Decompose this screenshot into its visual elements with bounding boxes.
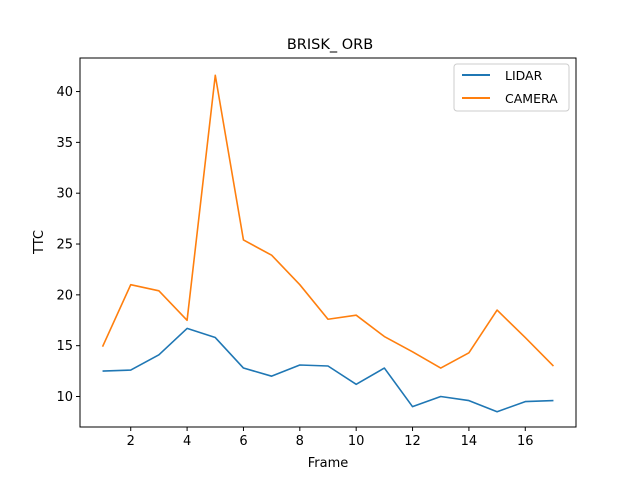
- series-line-lidar: [102, 327, 554, 413]
- y-tick-label: 25: [56, 238, 73, 253]
- y-tick-label: 20: [56, 288, 73, 303]
- y-tick-label: 10: [56, 390, 73, 405]
- x-axis-label: Frame: [308, 456, 349, 471]
- x-tick-label: 12: [404, 434, 421, 449]
- x-tick-label: 8: [296, 434, 304, 449]
- x-tick-label: 2: [127, 434, 135, 449]
- x-tick-label: 14: [461, 434, 478, 449]
- y-tick-label: 15: [56, 339, 73, 354]
- legend: LIDAR CAMERA: [453, 63, 570, 112]
- legend-label-lidar: LIDAR: [505, 68, 543, 83]
- y-tick-label: 30: [56, 187, 73, 202]
- y-tick-label: 35: [56, 136, 73, 151]
- plot-lines: [101, 74, 555, 413]
- x-tick-label: 10: [348, 434, 365, 449]
- x-tick-label: 6: [239, 434, 247, 449]
- x-tick-label: 16: [517, 434, 534, 449]
- x-axis-ticks: 2 4 6 8 10 12 14 16: [127, 427, 534, 449]
- legend-label-camera: CAMERA: [505, 91, 558, 106]
- y-axis-ticks: 10 15 20 25 30 35 40: [56, 85, 80, 405]
- x-tick-label: 4: [183, 434, 191, 449]
- series-line-camera: [101, 74, 555, 369]
- y-axis-label: TTC: [32, 230, 47, 255]
- plot-frame: [79, 57, 577, 428]
- chart-title: BRISK_ ORB: [287, 37, 373, 53]
- y-tick-label: 40: [56, 85, 73, 100]
